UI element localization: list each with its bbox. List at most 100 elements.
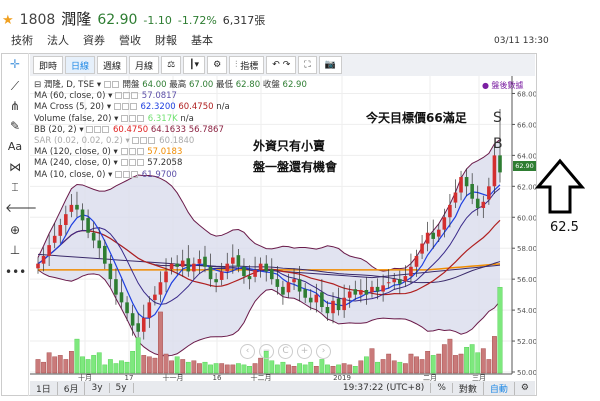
volume-bar	[52, 356, 58, 374]
auto-toggle[interactable]: 自動	[484, 381, 515, 395]
scale-icon[interactable]: ⚖	[161, 56, 182, 74]
price-chart[interactable]: 68.00 66.00 64.00 62.00 60.00 58.00 56.00 54.00…	[30, 76, 536, 381]
crosshair-icon[interactable]: ✛	[9, 57, 21, 71]
clock: 19:37:22 (UTC+8)	[337, 383, 432, 393]
eye-icon[interactable]	[113, 103, 121, 111]
close-icon[interactable]	[129, 103, 137, 111]
candle-body	[286, 282, 291, 293]
candle-body	[153, 294, 157, 301]
eye-icon[interactable]	[115, 170, 123, 178]
candle-body	[487, 186, 491, 200]
volume-bar	[480, 348, 486, 374]
chevron-left-icon[interactable]: ‹	[240, 344, 255, 359]
eye-icon[interactable]	[121, 114, 129, 122]
eye-icon[interactable]	[86, 125, 94, 133]
line-icon[interactable]: ⟋	[10, 79, 20, 93]
volume-bar	[447, 338, 453, 374]
percent-toggle[interactable]: %	[431, 383, 453, 393]
settings-icon[interactable]	[128, 148, 136, 156]
ruler-icon[interactable]: ⊥	[9, 243, 21, 257]
zoom-icon[interactable]: ⊕	[9, 223, 21, 237]
range-1d[interactable]: 1日	[30, 381, 58, 395]
undo-redo-button[interactable]: ↶ ↷	[266, 56, 297, 74]
candle-body	[91, 232, 96, 241]
zoom-out-icon[interactable]: −	[259, 344, 274, 359]
volume-bar	[235, 363, 241, 374]
volume-bar	[213, 363, 219, 374]
log-toggle[interactable]: 對數	[453, 381, 484, 395]
candle-body	[175, 263, 179, 267]
close-icon[interactable]	[131, 92, 139, 100]
volume-bar	[391, 360, 397, 374]
measure-icon[interactable]: ⌶	[11, 180, 19, 194]
settings-icon[interactable]	[121, 103, 129, 111]
zoom-in-icon[interactable]: +	[297, 344, 312, 359]
reset-icon[interactable]: C	[278, 344, 293, 359]
camera-icon[interactable]: 📷	[318, 56, 342, 74]
y-tick-label: 68.00	[517, 90, 536, 98]
gear-icon[interactable]: ⚙	[207, 56, 228, 74]
settings-icon[interactable]	[123, 92, 131, 100]
settings-icon[interactable]	[111, 81, 119, 88]
more-icon[interactable]: •••	[5, 265, 27, 279]
volume-bar	[63, 359, 69, 374]
tab-technical[interactable]: 技術	[4, 32, 40, 55]
close-icon[interactable]	[136, 159, 144, 167]
eye-icon[interactable]	[103, 81, 111, 88]
annotation-foreign-1: 外資只有小賣	[253, 139, 326, 153]
redo-icon[interactable]: ↷	[282, 60, 291, 70]
annotation-sell: S	[493, 110, 502, 126]
tab-institutional[interactable]: 法人	[47, 34, 69, 47]
brush-icon[interactable]: ✎	[9, 119, 21, 133]
volume-bar	[158, 311, 163, 374]
close-icon[interactable]	[131, 170, 139, 178]
range-3y[interactable]: 3y	[85, 383, 110, 393]
eye-icon[interactable]	[132, 137, 140, 145]
up-arrow-icon	[535, 158, 585, 214]
volume-bar	[380, 359, 386, 374]
indicators-button[interactable]: ⫶ 指標	[229, 56, 265, 74]
after-hours-link[interactable]: ● 盤後數據	[482, 81, 524, 90]
fullscreen-icon[interactable]: ⛶	[298, 56, 317, 74]
range-6m[interactable]: 6月	[58, 381, 86, 395]
chevron-right-icon[interactable]: ›	[316, 344, 331, 359]
pattern-icon[interactable]: ⋈	[9, 160, 21, 174]
tab-margin[interactable]: 資券	[83, 34, 105, 47]
candle-body	[225, 263, 230, 272]
range-5y[interactable]: 5y	[110, 383, 134, 393]
candle-body	[375, 286, 380, 292]
tab-financials[interactable]: 財報	[155, 34, 177, 47]
arrow-left-icon[interactable]: 🡐	[5, 201, 38, 215]
settings-icon[interactable]	[94, 125, 102, 133]
indicator-value: 61.9700	[141, 169, 177, 180]
tab-revenue[interactable]: 營收	[119, 34, 141, 47]
eye-icon[interactable]	[115, 92, 123, 100]
monthly-button[interactable]: 月線	[129, 56, 160, 74]
close-icon[interactable]	[136, 148, 144, 156]
settings-icon[interactable]	[129, 114, 137, 122]
weekly-button[interactable]: 週線	[97, 56, 128, 74]
legend-indicator-row: MA Cross (5, 20) ▾ 62.3200 60.4750 n/a	[34, 102, 230, 113]
text-icon[interactable]: Aa	[7, 140, 23, 153]
settings-icon[interactable]	[123, 170, 131, 178]
eye-icon[interactable]	[120, 159, 128, 167]
daily-button[interactable]: 日線	[65, 56, 96, 74]
close-icon[interactable]	[137, 114, 145, 122]
close-icon[interactable]	[102, 125, 110, 133]
gear-icon[interactable]: ⚙	[520, 383, 529, 393]
eye-icon[interactable]	[120, 148, 128, 156]
volume-bar	[35, 359, 41, 374]
settings-icon[interactable]	[128, 159, 136, 167]
volume-bar	[130, 351, 136, 374]
settings-icon[interactable]	[140, 137, 148, 145]
candle-body	[247, 276, 252, 280]
intraday-button[interactable]: 即時	[33, 56, 64, 74]
undo-icon[interactable]: ↶	[272, 60, 280, 70]
candle-body	[453, 192, 458, 203]
close-icon[interactable]	[148, 137, 156, 145]
candle-body	[359, 289, 363, 295]
tab-basic[interactable]: 基本	[191, 34, 213, 47]
candlestick-icon[interactable]: ┃▾	[183, 56, 206, 74]
fork-icon[interactable]: ⋔	[9, 99, 21, 113]
star-icon[interactable]: ★	[2, 13, 14, 28]
